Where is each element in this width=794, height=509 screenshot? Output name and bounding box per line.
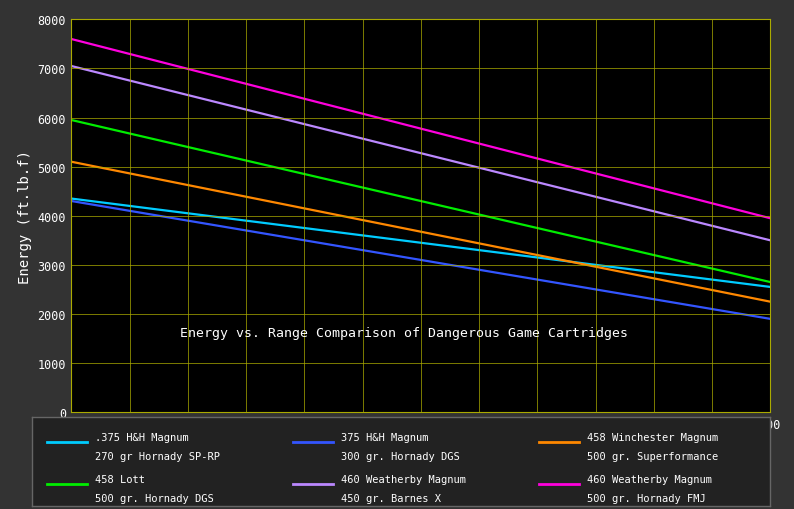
X-axis label: Range (yds): Range (yds) [375,436,467,450]
Text: .375 H&H Magnum: .375 H&H Magnum [94,432,188,442]
Text: 450 gr. Barnes X: 450 gr. Barnes X [341,493,441,503]
Text: 500 gr. Hornady FMJ: 500 gr. Hornady FMJ [587,493,706,503]
Text: 458 Winchester Magnum: 458 Winchester Magnum [587,432,718,442]
Text: 458 Lott: 458 Lott [94,474,145,484]
Text: Energy vs. Range Comparison of Dangerous Game Cartridges: Energy vs. Range Comparison of Dangerous… [179,327,628,340]
Y-axis label: Energy (ft.lb.f): Energy (ft.lb.f) [17,150,32,283]
Text: 460 Weatherby Magnum: 460 Weatherby Magnum [587,474,711,484]
Text: 270 gr Hornady SP-RP: 270 gr Hornady SP-RP [94,451,219,462]
Text: 500 gr. Hornady DGS: 500 gr. Hornady DGS [94,493,214,503]
Text: 500 gr. Superformance: 500 gr. Superformance [587,451,718,462]
Text: 460 Weatherby Magnum: 460 Weatherby Magnum [341,474,465,484]
Text: 375 H&H Magnum: 375 H&H Magnum [341,432,428,442]
Text: 300 gr. Hornady DGS: 300 gr. Hornady DGS [341,451,460,462]
